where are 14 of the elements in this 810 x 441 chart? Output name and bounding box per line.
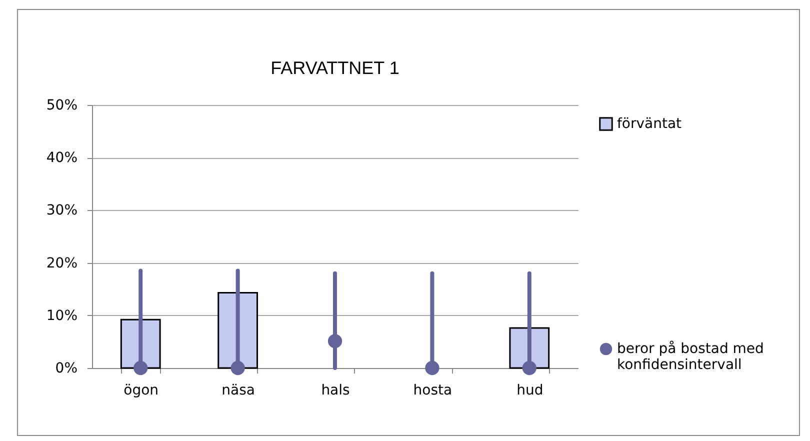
x-tick-label: näsa bbox=[222, 382, 255, 398]
legend-label: förväntat bbox=[617, 116, 682, 132]
chart-title: FARVATTNET 1 bbox=[270, 58, 400, 78]
legend-label: beror på bostad med konfidensintervall bbox=[617, 340, 764, 373]
y-tick-label: 30% bbox=[46, 202, 78, 219]
y-tick-label: 0% bbox=[55, 360, 78, 376]
x-tick-label: hud bbox=[516, 382, 544, 398]
y-tick-label: 40% bbox=[46, 150, 78, 166]
y-tick-label: 50% bbox=[46, 98, 78, 114]
y-tick-label: 20% bbox=[46, 255, 78, 272]
x-tick-label: hals bbox=[321, 382, 350, 398]
y-tick-label: 10% bbox=[46, 308, 78, 324]
x-tick-label: ögon bbox=[124, 382, 159, 398]
x-tick-label: hosta bbox=[413, 382, 452, 398]
